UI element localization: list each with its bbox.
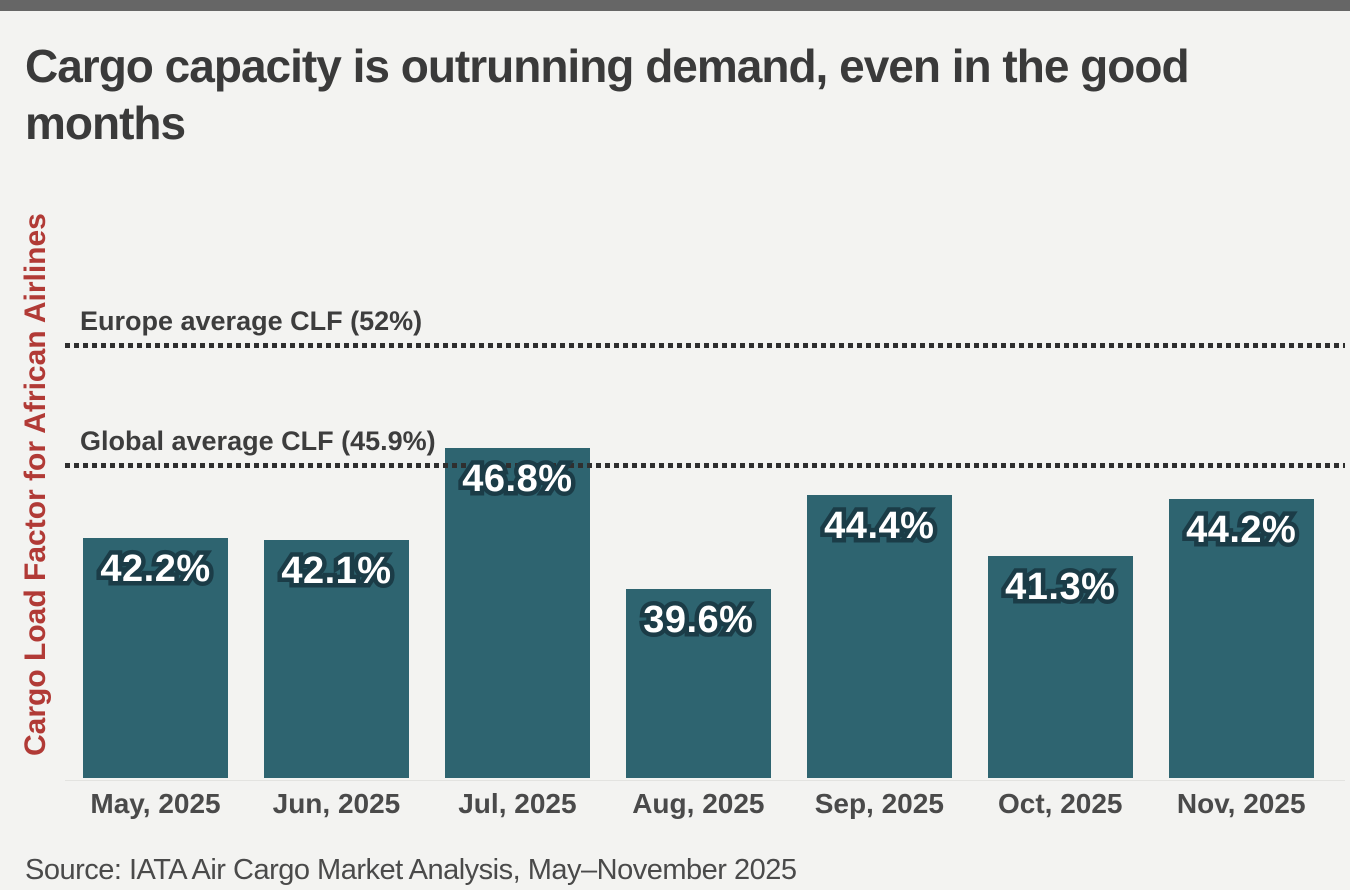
refline-europe-label: Europe average CLF (52%) <box>80 306 423 337</box>
bar-value-label: 41.3% 41.3% <box>988 561 1133 612</box>
bar-value-outline: 42.1% <box>277 545 396 596</box>
bar-value-label: 42.1% 42.1% <box>264 545 409 596</box>
bar-value-label: 42.2% 42.2% <box>83 544 228 595</box>
refline-global-dotted-line <box>65 463 1345 469</box>
bar-value-label: 44.2% 44.2% <box>1169 504 1314 555</box>
bar-value-text: 46.8% <box>462 457 573 500</box>
bar-Oct, 2025 <box>987 555 1133 778</box>
page-title-line-1: Cargo capacity is outrunning demand, eve… <box>25 40 1190 92</box>
x-tick-label: Jul, 2025 <box>458 788 577 819</box>
bar-value-text: 42.1% <box>281 549 392 592</box>
bar-value-label: 44.4% 44.4% <box>807 500 952 551</box>
bar-Sep, 2025 <box>806 494 952 778</box>
x-tick-label: Nov, 2025 <box>1176 788 1306 819</box>
x-tick-label: Oct, 2025 <box>997 788 1123 819</box>
page-title: Cargo capacity is outrunning demand, eve… <box>25 38 1275 152</box>
bar-Nov, 2025 <box>1168 498 1314 778</box>
bar-value-outline: 46.8% <box>458 453 577 504</box>
page-title-line-2: months <box>25 97 186 149</box>
bar-Jul, 2025 <box>444 447 590 778</box>
bar-value-outline: 42.2% <box>96 544 215 595</box>
bar-value-text: 44.2% <box>1186 508 1297 551</box>
bar-Jun, 2025 <box>263 539 409 778</box>
refline-europe-dotted-line <box>65 343 1345 349</box>
refline-global-label: Global average CLF (45.9%) <box>80 426 436 457</box>
bar-value-text: 44.4% <box>824 504 935 547</box>
refline-europe-average: Europe average CLF (52%) <box>65 306 1345 349</box>
x-tick-label: Jun, 2025 <box>272 788 401 819</box>
bar-value-text: 41.3% <box>1005 565 1116 608</box>
x-axis-baseline <box>65 780 1345 781</box>
bar-May, 2025 <box>83 538 228 778</box>
source-note: Source: IATA Air Cargo Market Analysis, … <box>25 854 797 886</box>
bar-value-outline: 44.2% <box>1182 504 1301 555</box>
top-accent-bar <box>0 0 1350 11</box>
bar-value-text: 42.2% <box>100 548 211 590</box>
bar-value-label: 39.6% 39.6% <box>626 595 771 646</box>
x-tick-label: May, 2025 <box>90 788 221 819</box>
x-tick-label: Sep, 2025 <box>814 788 944 819</box>
bar-value-outline: 41.3% <box>1001 561 1120 612</box>
refline-global-average: Global average CLF (45.9%) <box>65 426 1345 469</box>
x-tick-label: Aug, 2025 <box>632 788 765 819</box>
bar-value-outline: 39.6% <box>639 595 758 646</box>
bar-value-label: 46.8% 46.8% <box>445 453 590 504</box>
bar-value-text: 39.6% <box>643 599 754 642</box>
bar-value-outline: 44.4% <box>820 500 939 551</box>
bar-Aug, 2025 <box>625 589 771 778</box>
